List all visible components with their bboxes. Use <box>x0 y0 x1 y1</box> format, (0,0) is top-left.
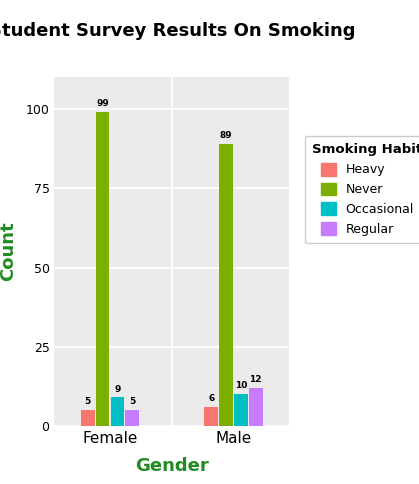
Bar <box>219 144 233 426</box>
Text: 5: 5 <box>129 397 135 406</box>
Text: 6: 6 <box>208 394 215 403</box>
Text: 10: 10 <box>235 381 247 391</box>
X-axis label: Gender: Gender <box>135 457 209 475</box>
Text: 99: 99 <box>96 100 109 108</box>
Bar <box>204 407 218 426</box>
Legend: Heavy, Never, Occasional, Regular: Heavy, Never, Occasional, Regular <box>305 136 419 243</box>
Text: 9: 9 <box>114 385 121 393</box>
Text: 12: 12 <box>250 375 262 384</box>
Text: 5: 5 <box>85 397 91 406</box>
Bar <box>125 410 139 426</box>
Bar <box>111 397 124 426</box>
Bar <box>81 410 95 426</box>
Text: 89: 89 <box>220 131 233 140</box>
Bar <box>249 388 263 426</box>
Bar <box>96 112 109 426</box>
Text: Student Survey Results On Smoking: Student Survey Results On Smoking <box>0 22 355 40</box>
Bar <box>234 394 248 426</box>
Y-axis label: Count: Count <box>0 222 18 282</box>
